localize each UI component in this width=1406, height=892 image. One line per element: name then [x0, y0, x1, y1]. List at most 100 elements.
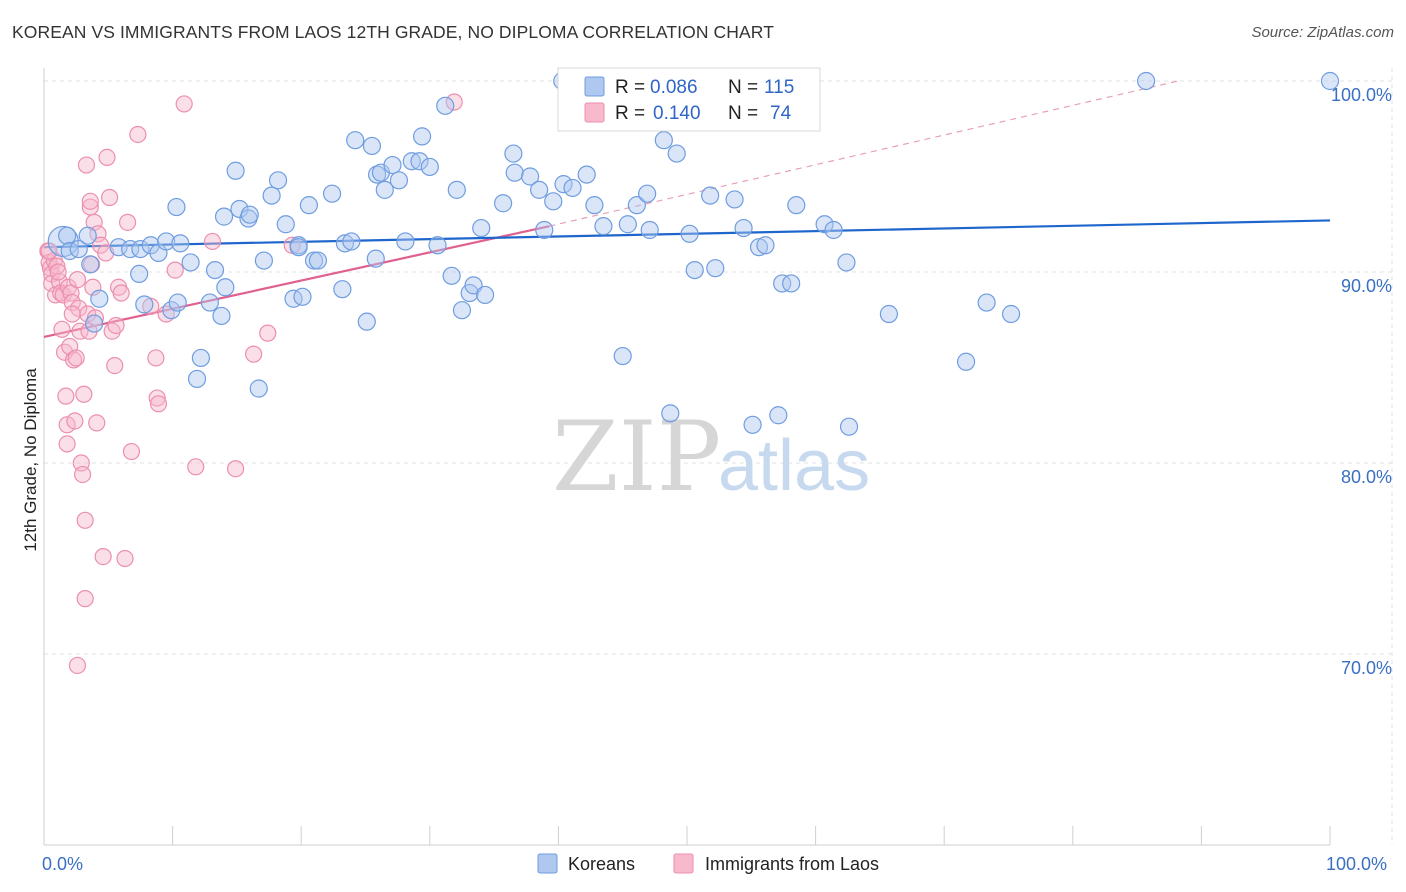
- korean-point: [494, 194, 513, 213]
- laos-point: [148, 389, 166, 407]
- korean-point: [333, 280, 352, 299]
- korean-point: [706, 259, 725, 278]
- korean-trend-line: [43, 219, 1331, 249]
- laos-point: [49, 263, 67, 281]
- laos-point: [166, 261, 184, 279]
- korean-point: [299, 196, 319, 215]
- laos-point: [40, 242, 58, 260]
- laos-point: [149, 395, 168, 413]
- korean-point: [157, 232, 176, 251]
- korean-point: [824, 220, 843, 240]
- korean-point: [563, 178, 582, 198]
- korean-point: [475, 285, 495, 305]
- laos-point: [157, 305, 175, 323]
- korean-point: [977, 293, 996, 312]
- bottom-legend: Koreans Immigrants from Laos: [537, 853, 879, 874]
- korean-point: [168, 293, 187, 312]
- source-credit: Source: ZipAtlas.com: [1251, 24, 1394, 41]
- korean-point: [613, 346, 632, 366]
- laos-point: [70, 299, 88, 317]
- laos-point: [71, 322, 89, 340]
- laos-point: [68, 271, 87, 289]
- laos-point: [245, 345, 263, 363]
- korean-point: [442, 266, 461, 285]
- gridlines: [44, 68, 1393, 845]
- korean-point: [284, 289, 303, 308]
- korean-point: [839, 417, 859, 436]
- laos-point: [58, 435, 76, 453]
- korean-point: [956, 352, 976, 371]
- y-axis-title: 12th Grade, No Diploma: [21, 368, 40, 552]
- korean-point: [121, 239, 140, 259]
- korean-point: [420, 157, 439, 177]
- korean-point: [308, 251, 328, 270]
- korean-point: [357, 312, 376, 331]
- korean-point: [212, 306, 231, 326]
- korean-point: [743, 415, 762, 434]
- x-tick-label-max: 100.0%: [1326, 854, 1387, 874]
- laos-point: [106, 356, 124, 375]
- korean-point: [205, 260, 225, 280]
- korean-point: [276, 215, 295, 234]
- korean-point: [734, 218, 753, 238]
- korean-point: [366, 249, 385, 268]
- korean-point: [304, 251, 324, 270]
- korean-point: [577, 165, 596, 184]
- laos-point: [67, 349, 85, 367]
- korean-point: [1320, 71, 1340, 91]
- korean-point: [135, 295, 154, 314]
- korean-point: [171, 234, 190, 253]
- korean-point: [322, 184, 342, 203]
- x-ticks: [43, 826, 1331, 845]
- korean-point: [638, 184, 657, 203]
- korean-point: [141, 236, 160, 255]
- stats-korean-n-label: N =: [728, 77, 758, 98]
- y-tick-label-100: 100.0%: [1331, 85, 1392, 105]
- korean-point: [226, 161, 245, 180]
- laos-point: [81, 192, 99, 210]
- chart-title: KOREAN VS IMMIGRANTS FROM LAOS 12TH GRAD…: [12, 22, 774, 42]
- stats-korean-r-label: R =: [615, 77, 645, 98]
- laos-point: [122, 442, 141, 461]
- korean-point: [654, 131, 673, 150]
- korean-point: [661, 404, 680, 423]
- korean-point: [240, 205, 259, 224]
- korean-point: [191, 348, 210, 368]
- korean-point: [1001, 304, 1021, 324]
- korean-point: [58, 226, 77, 245]
- legend-swatch-koreans: [537, 853, 558, 874]
- korean-point: [162, 301, 181, 320]
- y-tick-label-80: 80.0%: [1341, 467, 1392, 487]
- legend-swatch-laos: [673, 853, 694, 874]
- stats-laos-n-value: 74: [770, 103, 792, 124]
- watermark-zip: ZIP: [552, 401, 721, 513]
- korean-point: [131, 239, 150, 259]
- laos-point: [76, 590, 94, 608]
- korean-point: [782, 274, 801, 293]
- laos-point: [203, 232, 222, 251]
- korean-point: [383, 155, 402, 175]
- korean-point: [627, 196, 646, 215]
- laos-trend-dashed: [549, 80, 1179, 227]
- stats-laos-n-label: N =: [728, 103, 758, 124]
- y-tick-label-90: 90.0%: [1341, 276, 1392, 296]
- korean-point: [530, 180, 549, 199]
- korean-point: [187, 369, 207, 389]
- laos-point: [64, 351, 83, 369]
- laos-point: [94, 547, 112, 566]
- laos-point: [84, 278, 102, 296]
- korean-point: [335, 234, 355, 253]
- korean-point: [521, 167, 540, 186]
- y-tick-label-70: 70.0%: [1341, 658, 1392, 678]
- korean-point: [293, 287, 312, 306]
- laos-point: [129, 125, 147, 144]
- watermark-atlas: atlas: [718, 426, 870, 506]
- korean-point: [389, 171, 409, 190]
- laos-point: [445, 93, 463, 111]
- laos-point: [77, 156, 96, 174]
- korean-point: [181, 253, 200, 272]
- stats-swatch-laos: [584, 102, 605, 123]
- laos-point: [175, 95, 193, 113]
- korean-point: [504, 144, 523, 163]
